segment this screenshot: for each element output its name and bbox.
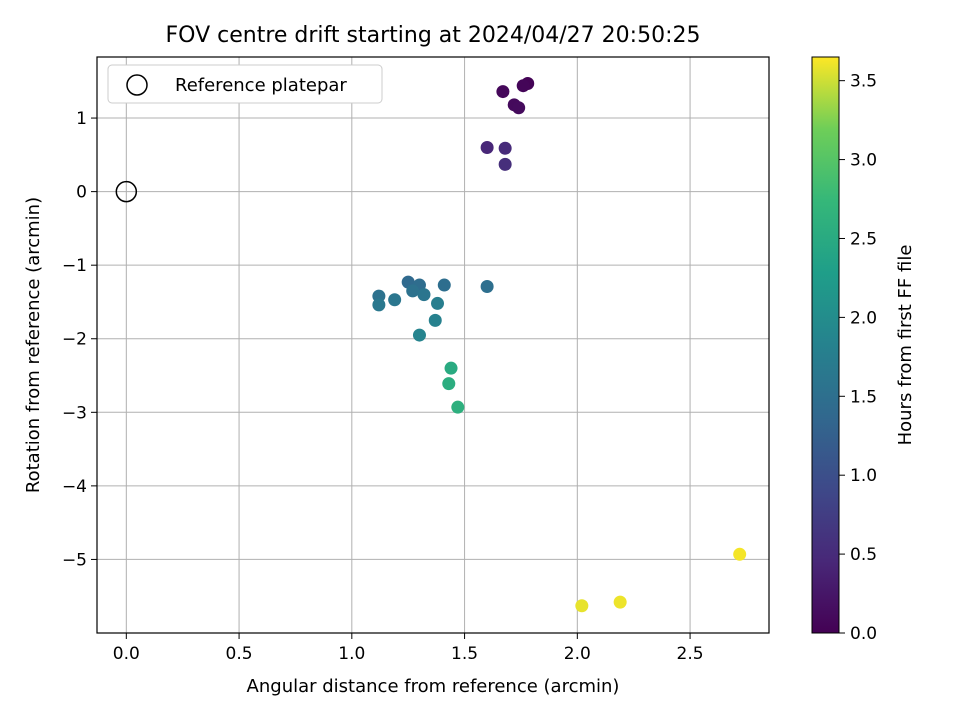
colorbar-tick-label: 0.5 <box>850 545 877 565</box>
y-tick-label: −2 <box>62 330 87 350</box>
data-point <box>406 284 420 298</box>
data-point <box>388 293 402 307</box>
x-axis-label: Angular distance from reference (arcmin) <box>247 676 620 697</box>
x-ticks: 0.0 0.5 1.0 1.5 2.0 2.5 <box>113 633 704 664</box>
reference-layer <box>115 180 138 203</box>
colorbar: 0.0 0.5 1.0 1.5 2.0 2.5 3.0 3.5 Hours from firs… <box>811 56 916 644</box>
x-tick-label: 0.0 <box>113 644 140 664</box>
colorbar-label: Hours from first FF file <box>895 245 916 446</box>
data-point <box>417 288 431 302</box>
x-tick-label: 1.5 <box>451 644 478 664</box>
x-tick-label: 2.5 <box>677 644 704 664</box>
y-tick-label: −1 <box>62 256 87 276</box>
y-tick-label: −4 <box>62 477 87 497</box>
data-point <box>512 101 526 115</box>
data-point <box>516 79 530 93</box>
y-tick-label: 1 <box>76 109 87 129</box>
plot-frame <box>96 56 770 634</box>
legend-marker-reference-icon <box>126 74 148 96</box>
colorbar-tick-label: 2.5 <box>850 229 877 249</box>
y-ticks: 1 0 −1 −2 −3 −4 −5 <box>62 109 97 570</box>
data-point <box>498 141 512 155</box>
data-point <box>613 595 627 609</box>
y-tick-label: −5 <box>62 550 87 570</box>
colorbar-tick-label: 1.5 <box>850 387 877 407</box>
colorbar-tick-label: 1.0 <box>850 466 877 486</box>
colorbar-tick-label: 3.5 <box>850 72 877 92</box>
data-point <box>480 140 494 154</box>
data-point <box>428 313 442 327</box>
grid-layer <box>97 57 769 633</box>
legend-label-reference: Reference platepar <box>175 75 347 96</box>
chart-title: FOV centre drift starting at 2024/04/27 … <box>166 23 701 48</box>
data-point <box>431 296 445 310</box>
data-point <box>372 298 386 312</box>
data-point <box>451 400 465 414</box>
y-tick-label: −3 <box>62 403 87 423</box>
legend: Reference platepar <box>107 64 383 104</box>
colorbar-tick-label: 2.0 <box>850 308 877 328</box>
data-point <box>480 280 494 294</box>
legend-box <box>107 64 383 104</box>
y-tick-label: 0 <box>76 183 87 203</box>
data-point <box>498 157 512 171</box>
data-point <box>733 547 747 561</box>
data-point <box>412 328 426 342</box>
data-point <box>444 361 458 375</box>
data-point <box>575 599 589 613</box>
reference-platepar-marker <box>115 180 138 203</box>
data-point <box>437 278 451 292</box>
colorbar-tick-label: 0.0 <box>850 624 877 644</box>
data-point <box>496 85 510 99</box>
x-tick-label: 2.0 <box>564 644 591 664</box>
colorbar-tick-label: 3.0 <box>850 151 877 171</box>
data-point <box>442 377 456 391</box>
colorbar-gradient <box>811 56 840 634</box>
colorbar-ticks: 0.0 0.5 1.0 1.5 2.0 2.5 3.0 3.5 <box>839 72 877 644</box>
points-layer <box>372 76 747 613</box>
x-tick-label: 0.5 <box>226 644 253 664</box>
y-axis-label: Rotation from reference (arcmin) <box>23 197 44 493</box>
x-tick-label: 1.0 <box>338 644 365 664</box>
